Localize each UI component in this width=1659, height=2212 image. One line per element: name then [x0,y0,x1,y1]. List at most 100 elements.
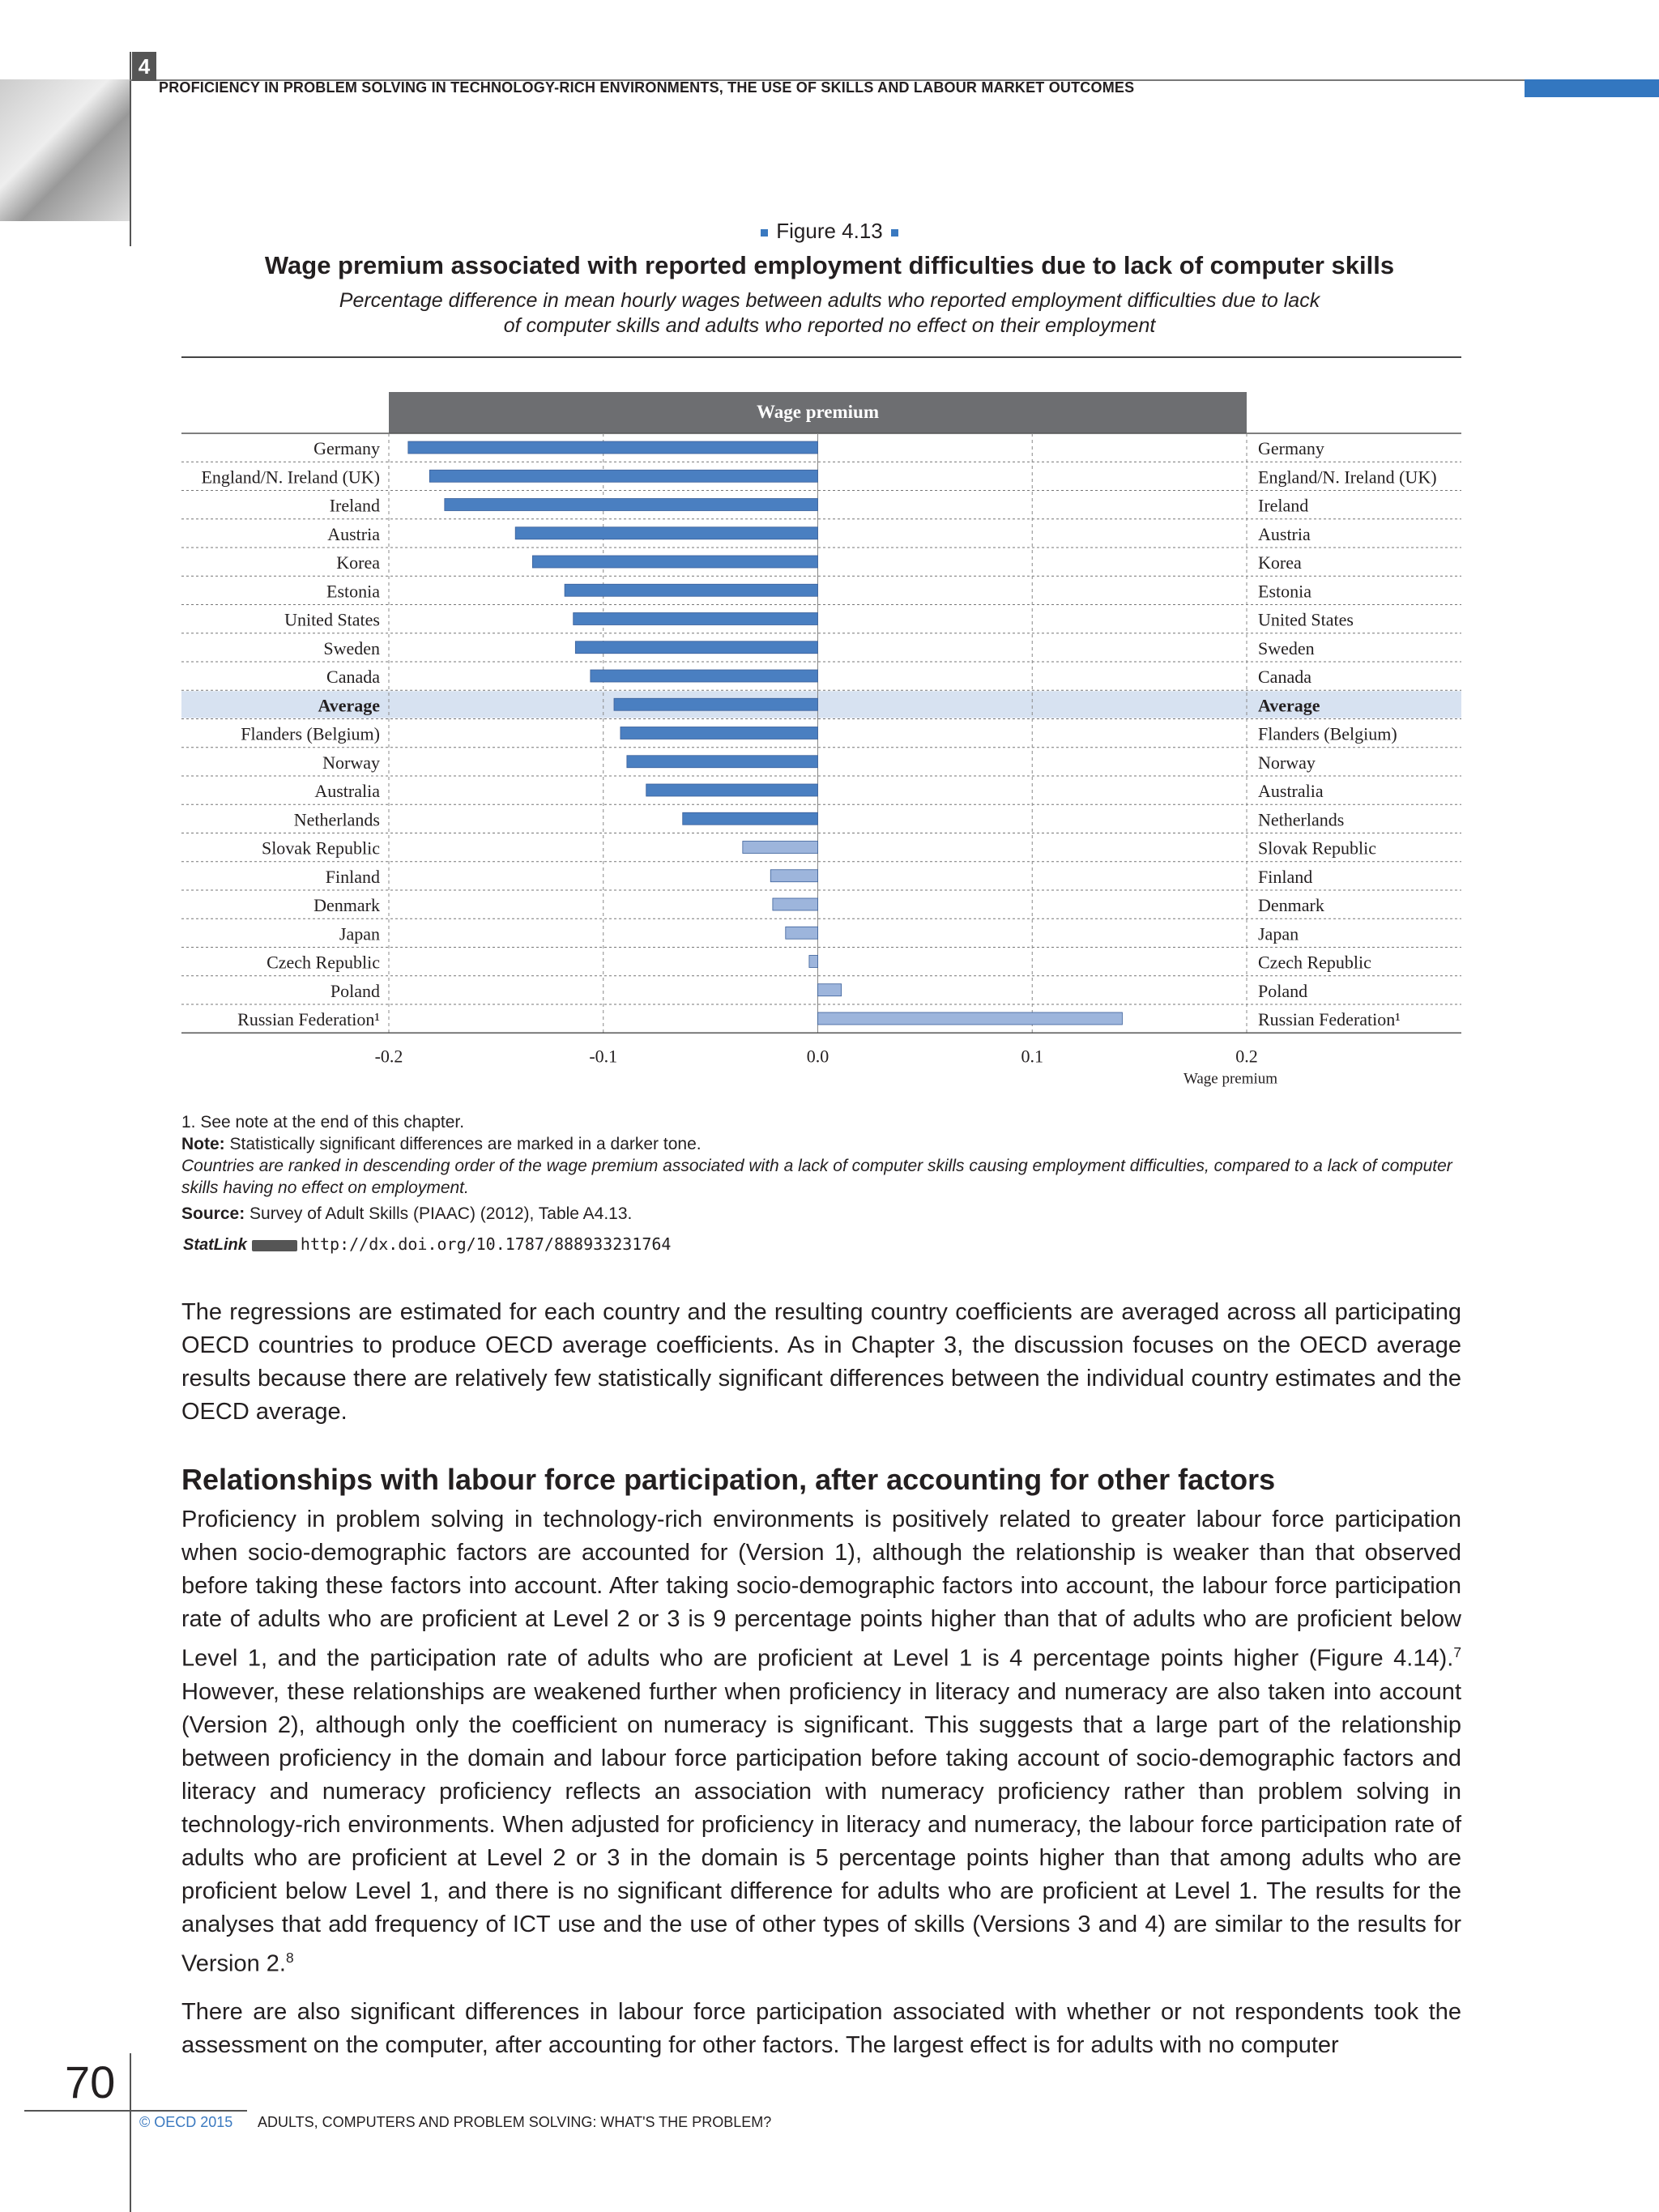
source-line: Source: Survey of Adult Skills (PIAAC) (… [181,1203,1461,1225]
bar [772,897,818,911]
bar [429,469,818,483]
bar [531,555,818,569]
statlink-url[interactable]: http://dx.doi.org/10.1787/888933231764 [300,1234,672,1254]
x-tick-label: 0.0 [807,1046,830,1066]
category-label-left: Norway [322,752,380,773]
bullet-square-icon [761,228,769,237]
ranking-note: Countries are ranked in descending order… [181,1157,1452,1197]
category-label-left: Denmark [313,895,380,915]
bar [573,612,818,625]
category-label-right: Slovak Republic [1258,838,1376,859]
category-label-right: Estonia [1258,581,1311,601]
category-label-right: Average [1258,695,1320,715]
category-label-left: Estonia [326,581,380,601]
footnote-1: 1. See note at the end of this chapter. [181,1113,465,1132]
header-horizontal-rule [130,79,1525,81]
category-label-left: Austria [327,524,380,544]
category-label-right: Netherlands [1258,809,1344,829]
category-label-left: Germany [313,438,380,458]
x-axis-label: Wage premium [1183,1070,1277,1087]
category-label-left: England/N. Ireland (UK) [201,467,380,487]
bar [626,755,818,769]
category-label-right: Czech Republic [1258,953,1371,973]
category-label-left: Japan [339,923,380,944]
paragraph-2-part-a: Proficiency in problem solving in techno… [181,1507,1461,1672]
category-label-left: Russian Federation¹ [237,1009,380,1029]
note-line: Note: Statistically significant differen… [181,1133,1461,1155]
category-label-right: Poland [1258,981,1307,1001]
footnote-ref-7: 7 [1453,1644,1461,1660]
statlink: StatLink http://dx.doi.org/10.1787/888933… [183,1234,671,1255]
chapter-photo [0,79,130,221]
bar [590,669,818,683]
category-label-right: Austria [1258,524,1311,544]
category-label-right: Ireland [1258,496,1308,516]
bar [646,783,818,797]
category-label-left: Slovak Republic [262,838,380,859]
category-label-left: Finland [326,867,380,887]
bar [682,812,818,825]
footnote-ref-8: 8 [285,1949,294,1966]
highlight-row [181,691,1461,718]
paragraph-3: There are also significant differences i… [181,1999,1461,2058]
category-label-right: Japan [1258,923,1299,944]
note-text: Statistically significant differences ar… [229,1135,702,1153]
bar [785,926,818,940]
bar [620,727,818,739]
page-number: 70 [65,2056,116,2108]
category-label-right: England/N. Ireland (UK) [1258,467,1437,487]
category-label-right: Flanders (Belgium) [1258,724,1397,744]
category-label-left: Canada [326,667,380,687]
paragraph-2-part-b: However, these relationships are weakene… [181,1678,1461,1977]
bar [407,441,818,454]
chart-header-title: Wage premium [757,402,879,422]
bar [564,583,818,597]
category-label-left: Czech Republic [267,953,380,973]
statlink-label: StatLink [183,1236,247,1254]
footer-horizontal-rule [24,2110,247,2112]
bar [613,697,818,711]
figure-subtitle-line1: Percentage difference in mean hourly wag… [339,289,1320,312]
category-label-left: United States [284,610,380,630]
category-label-left: Flanders (Belgium) [241,724,380,744]
footer-vertical-rule [130,2053,131,2212]
note-label: Note: [181,1135,225,1153]
bar [817,1012,1123,1025]
category-label-left: Average [318,695,380,715]
figure-rule [181,356,1461,358]
bar [770,869,818,883]
bar [574,641,818,654]
x-tick-label: -0.2 [375,1046,403,1066]
paragraph-1: The regressions are estimated for each c… [181,1299,1461,1425]
category-label-left: Poland [331,981,380,1001]
x-tick-label: 0.1 [1021,1046,1044,1066]
bar [444,498,818,511]
section-heading: Relationships with labour force particip… [181,1463,1276,1496]
category-label-right: Canada [1258,667,1311,687]
running-title: PROFICIENCY IN PROBLEM SOLVING IN TECHNO… [159,79,1135,96]
figure-number: Figure 4.13 [776,219,883,243]
paragraph-2: Proficiency in problem solving in techno… [181,1503,1461,1980]
category-label-left: Korea [336,552,380,573]
bar [808,955,818,968]
category-label-right: Russian Federation¹ [1258,1009,1401,1029]
category-label-right: Australia [1258,781,1324,801]
x-tick-label: -0.1 [589,1046,617,1066]
statlink-icon [251,1239,297,1251]
category-label-right: United States [1258,610,1354,630]
category-label-left: Netherlands [294,809,380,829]
category-label-right: Finland [1258,867,1312,887]
figure-subtitle: Percentage difference in mean hourly wag… [243,288,1416,339]
chapter-number: 4 [132,52,156,81]
bullet-square-icon [890,228,898,237]
figure-label: Figure 4.13 [0,219,1659,244]
bar [514,526,818,540]
category-label-left: Ireland [330,496,380,516]
chart-header-band [389,392,1247,433]
category-label-right: Germany [1258,438,1324,458]
figure-subtitle-line2: of computer skills and adults who report… [503,314,1156,337]
header-vertical-rule [130,52,131,246]
category-label-left: Sweden [323,638,380,658]
bar [817,983,842,997]
